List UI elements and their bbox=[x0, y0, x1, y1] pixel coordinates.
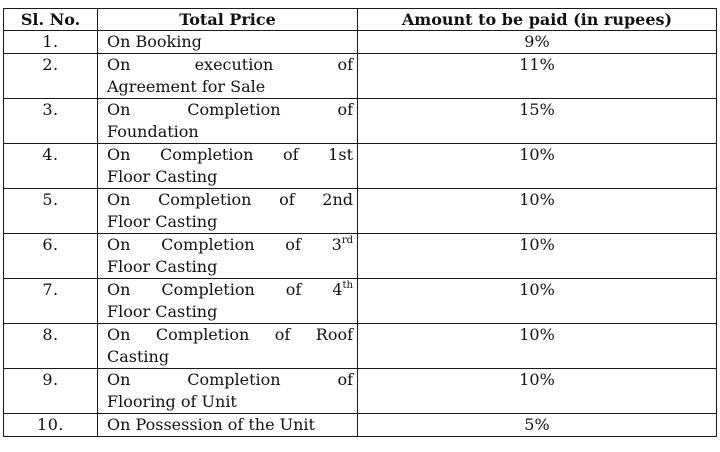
stage-text-line-1: On Completion of 2nd bbox=[107, 190, 353, 209]
stage-text-line-1: On Completion of Roof bbox=[107, 325, 353, 344]
stage-text-line-1: On Completion of 4th bbox=[107, 279, 353, 301]
ordinal-suffix: rd bbox=[341, 235, 353, 246]
row-stage: On Completion of Foundation bbox=[97, 98, 358, 144]
row-amount: 5% bbox=[357, 413, 717, 437]
row-amount: 10% bbox=[357, 143, 717, 189]
table-row: 3. On Completion of Foundation 15% bbox=[3, 98, 717, 144]
row-stage: On Completion of 1st Floor Casting bbox=[97, 143, 358, 189]
stage-text-main: On Completion of 4 bbox=[107, 280, 343, 299]
row-sl-no: 4. bbox=[3, 143, 98, 189]
table-body: 1. On Booking 9% 2. On execution of Agre… bbox=[3, 30, 717, 437]
stage-text-line-1: On Completion of 1st bbox=[107, 145, 353, 164]
ordinal-suffix: th bbox=[342, 280, 353, 291]
table-header: Sl. No. Total Price Amount to be paid (i… bbox=[3, 8, 717, 31]
row-stage: On Booking bbox=[97, 30, 358, 54]
stage-text-line-1: On Completion of bbox=[107, 370, 353, 389]
row-sl-no: 6. bbox=[3, 233, 98, 279]
row-stage: On Completion of 2nd Floor Casting bbox=[97, 188, 358, 234]
row-sl-no: 1. bbox=[3, 30, 98, 54]
row-stage: On execution of Agreement for Sale bbox=[97, 53, 358, 99]
stage-text-line-2: Floor Casting bbox=[107, 212, 218, 231]
header-row: Sl. No. Total Price Amount to be paid (i… bbox=[3, 8, 717, 31]
table-row: 5. On Completion of 2nd Floor Casting 10… bbox=[3, 188, 717, 234]
stage-text-line-2: Foundation bbox=[107, 122, 199, 141]
row-sl-no: 7. bbox=[3, 278, 98, 324]
stage-text-line-2: Agreement for Sale bbox=[107, 77, 266, 96]
row-stage: On Completion of Flooring of Unit bbox=[97, 368, 358, 414]
stage-text-line-2: Casting bbox=[107, 347, 170, 366]
payment-schedule-table: Sl. No. Total Price Amount to be paid (i… bbox=[3, 8, 717, 437]
stage-text-line-1: On Completion of 3rd bbox=[107, 234, 353, 256]
row-stage: On Possession of the Unit bbox=[97, 413, 358, 437]
stage-text-line-2: Flooring of Unit bbox=[107, 392, 237, 411]
stage-text: On Booking bbox=[107, 32, 202, 51]
stage-text-line-1: On Completion of bbox=[107, 100, 353, 119]
table-row: 9. On Completion of Flooring of Unit 10% bbox=[3, 368, 717, 414]
header-sl-no: Sl. No. bbox=[3, 8, 98, 31]
row-stage: On Completion of Roof Casting bbox=[97, 323, 358, 369]
table-row: 8. On Completion of Roof Casting 10% bbox=[3, 323, 717, 369]
row-sl-no: 10. bbox=[3, 413, 98, 437]
row-sl-no: 3. bbox=[3, 98, 98, 144]
row-amount: 15% bbox=[357, 98, 717, 144]
row-stage: On Completion of 4th Floor Casting bbox=[97, 278, 358, 324]
stage-text-line-1: On execution of bbox=[107, 55, 353, 74]
stage-text-line-2: Floor Casting bbox=[107, 257, 218, 276]
stage-text-line-2: Floor Casting bbox=[107, 167, 218, 186]
header-amount: Amount to be paid (in rupees) bbox=[357, 8, 717, 31]
row-sl-no: 8. bbox=[3, 323, 98, 369]
row-sl-no: 2. bbox=[3, 53, 98, 99]
row-amount: 10% bbox=[357, 278, 717, 324]
row-amount: 10% bbox=[357, 188, 717, 234]
row-sl-no: 9. bbox=[3, 368, 98, 414]
table-row: 6. On Completion of 3rd Floor Casting 10… bbox=[3, 233, 717, 279]
table-row: 4. On Completion of 1st Floor Casting 10… bbox=[3, 143, 717, 189]
table-row: 10. On Possession of the Unit 5% bbox=[3, 413, 717, 437]
row-amount: 11% bbox=[357, 53, 717, 99]
row-amount: 10% bbox=[357, 368, 717, 414]
stage-text-line-2: Floor Casting bbox=[107, 302, 218, 321]
header-total-price: Total Price bbox=[97, 8, 358, 31]
stage-text-main: On Completion of 3 bbox=[107, 235, 342, 254]
table-row: 1. On Booking 9% bbox=[3, 30, 717, 54]
stage-text: On Possession of the Unit bbox=[107, 415, 315, 434]
row-sl-no: 5. bbox=[3, 188, 98, 234]
row-amount: 10% bbox=[357, 323, 717, 369]
row-amount: 9% bbox=[357, 30, 717, 54]
row-amount: 10% bbox=[357, 233, 717, 279]
table-row: 7. On Completion of 4th Floor Casting 10… bbox=[3, 278, 717, 324]
row-stage: On Completion of 3rd Floor Casting bbox=[97, 233, 358, 279]
table-row: 2. On execution of Agreement for Sale 11… bbox=[3, 53, 717, 99]
